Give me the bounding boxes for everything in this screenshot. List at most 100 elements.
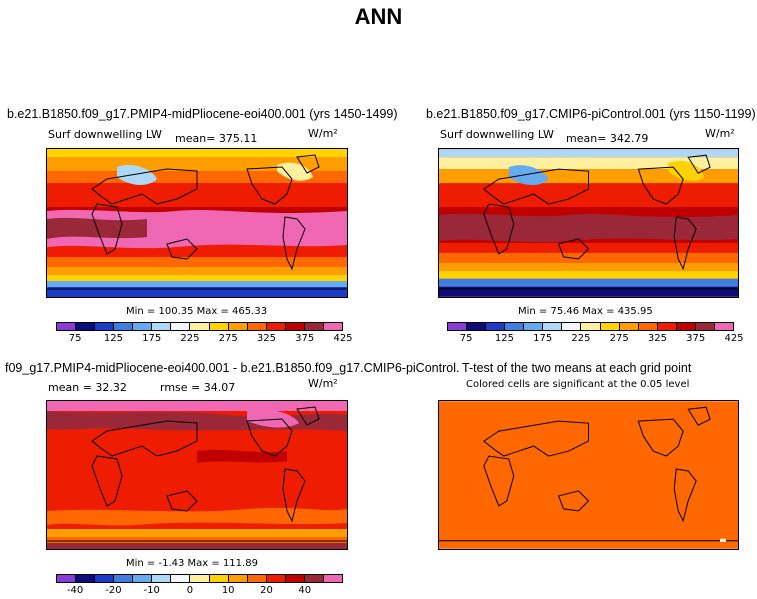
panel-diff-rmse: rmse = 34.07 — [160, 381, 236, 394]
coast-eurasia — [483, 168, 589, 205]
colorbar-swatch — [581, 323, 601, 330]
colorbar-swatch — [133, 323, 153, 330]
colorbar-swatch — [57, 323, 77, 330]
panel-diff-colorbar — [56, 574, 343, 583]
field-south-mid — [47, 507, 347, 526]
colorbar-swatch — [285, 575, 305, 582]
colorbar-swatch — [266, 323, 286, 330]
panel-ref-units: W/m² — [705, 127, 735, 140]
coast-australia — [166, 490, 198, 512]
world-map-test — [47, 149, 347, 297]
panel-test-units: W/m² — [308, 127, 338, 140]
coastlines — [439, 154, 738, 290]
field-antarctica — [47, 287, 347, 297]
field-arctic — [47, 149, 347, 157]
coastlines — [439, 406, 738, 542]
colorbar-swatch — [619, 323, 639, 330]
colorbar-swatch — [323, 575, 342, 582]
colorbar-tick-label: 175 — [142, 333, 162, 344]
colorbar-tick-label: 175 — [533, 333, 553, 344]
field-antarctic-edge — [439, 278, 738, 287]
world-map-diff — [47, 401, 347, 549]
colorbar-swatch — [114, 323, 134, 330]
field-antarctica — [439, 286, 738, 297]
coastlines — [47, 406, 347, 542]
panel-ref-title: b.e21.B1850.f09_g17.CMIP6-piControl.001 … — [426, 107, 756, 121]
colorbar-swatch — [209, 323, 229, 330]
field-antarctic-edge — [47, 537, 347, 543]
colorbar-swatch — [57, 575, 77, 582]
coast-australia — [557, 238, 590, 260]
colorbar-swatch — [76, 575, 96, 582]
panel-ref-mean: mean= 342.79 — [566, 132, 649, 145]
colorbar-swatch — [228, 323, 248, 330]
panel-test-title: b.e21.B1850.f09_g17.PMIP4-midPliocene-eo… — [7, 107, 398, 121]
colorbar-tick-label: -20 — [105, 585, 122, 596]
coast-south-america — [673, 216, 697, 271]
coast-south-america — [673, 468, 697, 523]
colorbar-tick-label: 275 — [218, 333, 238, 344]
field-north-high — [439, 157, 738, 170]
colorbar-tick-label: 275 — [609, 333, 629, 344]
colorbar-tick-label: 325 — [647, 333, 667, 344]
coast-north-america — [637, 166, 684, 205]
colorbar-tick-label: 75 — [68, 333, 82, 344]
field-south-mid — [439, 252, 738, 263]
field-arctic — [439, 149, 738, 158]
colorbar-tick-label: 125 — [494, 333, 514, 344]
colorbar-swatch — [114, 575, 134, 582]
coast-north-america — [246, 166, 293, 205]
colorbar-tick-label: -10 — [143, 585, 160, 596]
field-tibet — [508, 165, 549, 186]
coastlines — [47, 154, 347, 290]
panel-ref-map — [438, 148, 739, 298]
coast-north-america — [246, 418, 293, 457]
panel-ttest-subtitle: Colored cells are significant at the 0.0… — [466, 379, 690, 390]
panel-ref-minmax: Min = 75.46 Max = 435.95 — [518, 306, 653, 317]
colorbar-swatch — [695, 323, 715, 330]
field-arctic — [47, 401, 347, 411]
colorbar-swatch — [76, 323, 96, 330]
coast-africa — [483, 455, 515, 507]
colorbar-swatch — [524, 323, 544, 330]
colorbar-swatch — [714, 323, 733, 330]
colorbar-tick-label: 325 — [256, 333, 276, 344]
coast-eurasia — [91, 420, 198, 457]
coast-africa — [483, 203, 515, 255]
colorbar-swatch — [448, 323, 468, 330]
colorbar-swatch — [486, 323, 506, 330]
coast-eurasia — [483, 420, 589, 457]
coast-greenland — [296, 154, 320, 174]
panel-ref-colorbar-ticks: 75 125 175 225 275 325 375 425 — [447, 333, 744, 345]
colorbar-swatch — [505, 323, 525, 330]
colorbar-tick-label: 10 — [221, 585, 235, 596]
field-south-high — [439, 262, 738, 271]
coast-north-america — [637, 418, 684, 457]
colorbar-swatch — [209, 575, 229, 582]
field-south-high — [47, 529, 347, 537]
colorbar-swatch — [247, 323, 267, 330]
colorbar-swatch — [95, 323, 115, 330]
coast-greenland — [687, 154, 711, 174]
coast-australia — [557, 490, 590, 512]
field-greenland — [277, 162, 313, 181]
panel-ref-variable: Surf downwelling LW — [440, 128, 554, 141]
colorbar-tick-label: 425 — [724, 333, 744, 344]
field-greenland — [668, 160, 705, 181]
panel-diff-units: W/m² — [308, 377, 338, 390]
field-south-ice-edge — [47, 275, 347, 281]
colorbar-tick-label: 225 — [180, 333, 200, 344]
colorbar-swatch — [190, 323, 210, 330]
colorbar-tick-label: -40 — [66, 585, 84, 596]
colorbar-tick-label: 20 — [260, 585, 273, 596]
colorbar-swatch — [304, 323, 324, 330]
colorbar-swatch — [266, 575, 286, 582]
colorbar-swatch — [247, 575, 267, 582]
colorbar-swatch — [228, 575, 248, 582]
field-south-ice-edge — [439, 270, 738, 279]
field-south-high — [47, 267, 347, 275]
panel-test-mean: mean= 375.11 — [175, 132, 258, 145]
coast-africa — [91, 455, 123, 507]
world-map-ttest — [439, 401, 738, 549]
panel-diff-mean: mean = 32.32 — [48, 381, 127, 394]
